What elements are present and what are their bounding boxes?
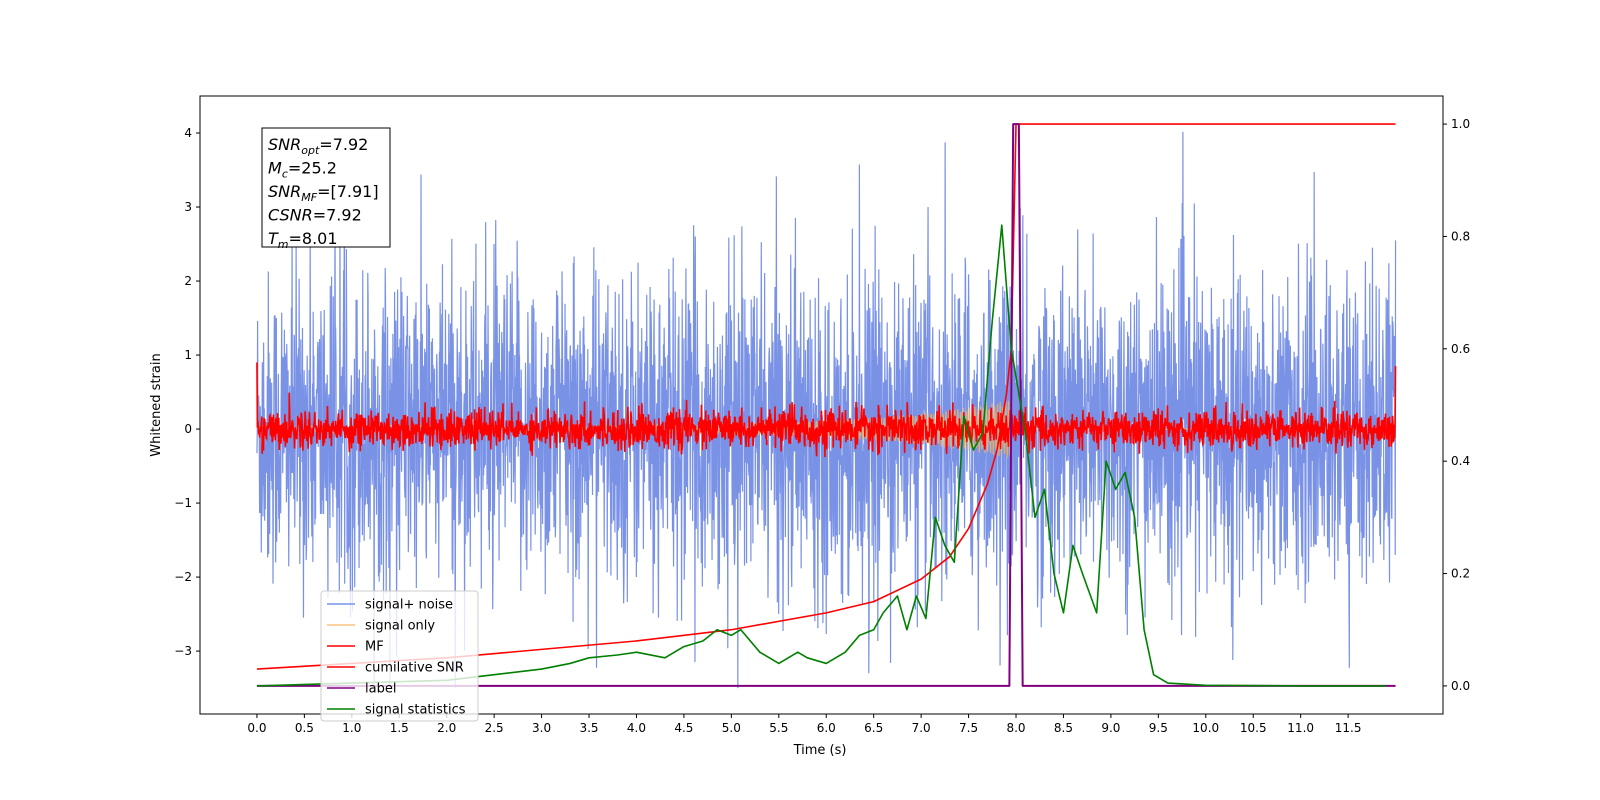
series-mf-line — [256, 362, 1397, 458]
legend-label: signal only — [365, 619, 435, 634]
x-tick-label: 11.0 — [1287, 721, 1314, 735]
x-tick-label: 2.5 — [485, 721, 504, 735]
series-signal-statistics-line — [256, 224, 1387, 687]
y-right-tick-label: 0.2 — [1451, 567, 1470, 581]
series-signal-noise-line — [256, 131, 1397, 689]
annotation-symbol: SNR — [268, 135, 301, 154]
x-tick-label: 9.5 — [1149, 721, 1168, 735]
axes-frame — [199, 95, 1444, 715]
x-tick-label: 10.5 — [1240, 721, 1267, 735]
y-right-tick-label: 0.4 — [1451, 454, 1470, 468]
annotation-symbol: M — [268, 159, 282, 178]
annotation-symbol: T — [268, 229, 279, 248]
y-axis-label-left: Whitened strain — [149, 353, 164, 456]
y-left-tick-label: 2 — [184, 274, 192, 288]
x-tick-label: 4.5 — [674, 721, 693, 735]
x-tick-label: 5.0 — [722, 721, 741, 735]
x-tick-label: 8.5 — [1054, 721, 1073, 735]
annotation-symbol: CSNR — [268, 206, 313, 225]
plot-area — [256, 123, 1397, 689]
annotation-line: Mc=25.2 — [268, 159, 337, 181]
x-tick-label: 4.0 — [627, 721, 646, 735]
x-tick-label: 0.0 — [247, 721, 266, 735]
x-tick-label: 0.5 — [295, 721, 314, 735]
annotation-value: =[7.91] — [317, 182, 379, 201]
x-tick-label: 7.0 — [912, 721, 931, 735]
y-right-tick-label: 1.0 — [1451, 117, 1470, 131]
x-tick-label: 1.0 — [342, 721, 361, 735]
x-tick-label: 3.0 — [532, 721, 551, 735]
x-tick-label: 3.5 — [579, 721, 598, 735]
annotation-subscript: opt — [301, 144, 320, 157]
annotation-value: =7.92 — [313, 206, 362, 225]
x-tick-label: 8.0 — [1006, 721, 1025, 735]
y-left-tick-label: −3 — [174, 644, 192, 658]
legend-label: signal statistics — [365, 703, 466, 718]
y-axis-right: 0.0 0.2 0.4 0.6 0.8 1.0 — [1443, 117, 1470, 693]
series-label-line — [256, 123, 1396, 687]
annotation-value: =25.2 — [288, 159, 337, 178]
x-tick-label: 6.0 — [817, 721, 836, 735]
annotation-value: =7.92 — [319, 135, 368, 154]
annotation-line: Tm=8.01 — [268, 229, 338, 251]
legend-frame — [320, 590, 479, 722]
annotation-subscript: m — [278, 238, 289, 251]
y-left-tick-label: −2 — [174, 570, 192, 584]
annotation-box-frame — [261, 127, 391, 248]
x-tick-label: 2.0 — [437, 721, 456, 735]
x-axis: 0.0 0.5 1.0 1.5 2.0 2.5 3.0 3.5 4.0 4.5 5.0 5.5 6.0 6… — [247, 714, 1361, 735]
annotation-box: SNRopt=7.92Mc=25.2SNRMF=[7.91]CSNR=7.92T… — [261, 127, 391, 251]
legend-label: cumilative SNR — [365, 661, 464, 676]
annotation-line: SNRMF=[7.91] — [268, 182, 379, 204]
y-left-tick-label: 3 — [184, 200, 192, 214]
x-tick-label: 6.5 — [864, 721, 883, 735]
x-tick-label: 1.5 — [390, 721, 409, 735]
y-right-tick-label: 0.6 — [1451, 342, 1470, 356]
y-left-tick-label: 0 — [184, 422, 192, 436]
x-tick-label: 9.0 — [1101, 721, 1120, 735]
y-right-tick-label: 0.0 — [1451, 679, 1470, 693]
annotation-value: =8.01 — [289, 229, 338, 248]
legend-label: label — [365, 682, 396, 697]
annotation-subscript: MF — [301, 191, 317, 204]
x-axis-label: Time (s) — [793, 743, 847, 758]
x-tick-label: 5.5 — [769, 721, 788, 735]
annotation-line: CSNR=7.92 — [268, 206, 362, 225]
annotation-subscript: c — [282, 168, 288, 181]
y-left-tick-label: 4 — [184, 126, 192, 140]
legend: signal+ noise signal only MF cumilative SNR… — [320, 590, 479, 722]
annotation-symbol: SNR — [268, 182, 301, 201]
x-tick-label: 11.5 — [1335, 721, 1362, 735]
x-tick-label: 10.0 — [1192, 721, 1219, 735]
series-cumulative-snr-line — [256, 123, 1396, 670]
y-axis-left: −3 −2 −1 0 1 2 3 4 — [174, 126, 200, 658]
legend-label: signal+ noise — [365, 598, 453, 613]
y-left-tick-label: 1 — [184, 348, 192, 362]
y-right-tick-label: 0.8 — [1451, 229, 1470, 243]
annotation-line: SNRopt=7.92 — [268, 135, 368, 157]
x-tick-label: 7.5 — [959, 721, 978, 735]
legend-label: MF — [365, 640, 384, 655]
y-left-tick-label: −1 — [174, 496, 192, 510]
